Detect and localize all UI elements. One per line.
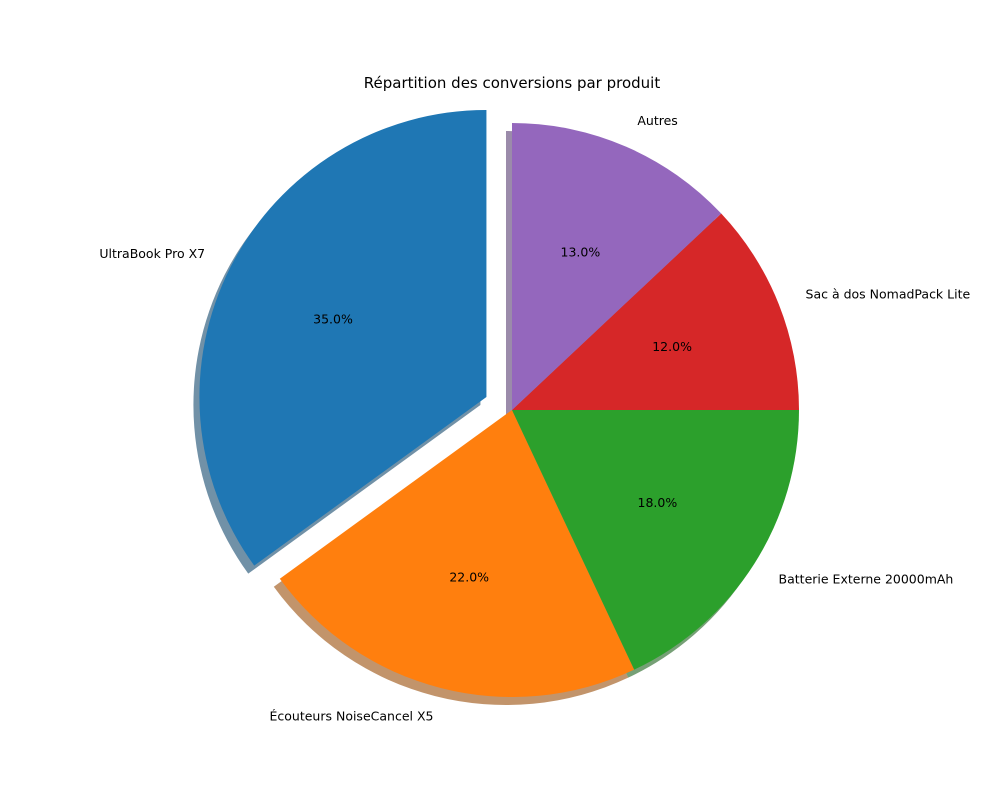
pct-label-sac-a-dos-nomadpack-lite: 12.0% [652,339,692,354]
pct-label-batterie-externe-20000mah: 18.0% [638,495,678,510]
slice-label-ultrabook-pro-x7: UltraBook Pro X7 [99,246,205,261]
pct-label-autres: 13.0% [561,244,601,259]
pct-label-ultrabook-pro-x7: 35.0% [313,311,353,326]
pie-labels: 35.0% UltraBook Pro X7 22.0% Écouteurs Nois… [99,113,970,724]
pie-slice-autres [512,123,722,410]
pie-slices [199,109,800,697]
pie-slice-batterie-externe-20000mah [512,410,799,670]
pie-slice-ultrabook-pro-x7 [199,109,487,566]
chart-title: Répartition des conversions par produit [364,74,661,92]
slice-label-batterie-externe-20000mah: Batterie Externe 20000mAh [779,572,954,587]
slice-label-sac-a-dos-nomadpack-lite: Sac à dos NomadPack Lite [806,286,971,301]
pct-label-ecouteurs-noisecancel-x5: 22.0% [449,569,489,584]
slice-label-autres: Autres [637,113,677,128]
pie-slice-ecouteurs-noisecancel-x5 [279,410,635,697]
pie-slice-sac-a-dos-nomadpack-lite [512,213,800,410]
slice-label-ecouteurs-noisecancel-x5: Écouteurs NoiseCancel X5 [269,708,433,723]
